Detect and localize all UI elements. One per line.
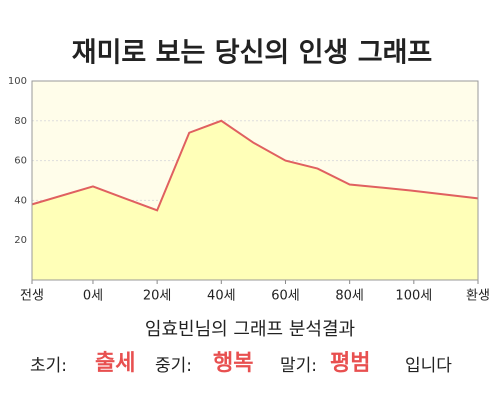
result-value: 평범 — [330, 351, 370, 376]
result-label: 말기: — [280, 356, 317, 376]
x-tick-label: 0세 — [83, 289, 103, 304]
x-tick-label: 80세 — [335, 289, 364, 304]
x-tick-label: 40세 — [207, 289, 236, 304]
x-tick-label: 전생 — [20, 289, 44, 304]
y-tick-label: 20 — [14, 235, 27, 246]
y-tick-label: 40 — [14, 195, 27, 206]
area — [32, 120, 478, 280]
y-tick-label: 100 — [8, 76, 27, 87]
result-label: 중기: — [155, 356, 192, 376]
result-ending: 입니다 — [405, 356, 452, 376]
x-tick-label: 100세 — [395, 289, 432, 304]
result-label: 초기: — [30, 356, 67, 376]
line — [31, 119, 479, 212]
plot-frame — [31, 80, 479, 281]
x-tick-label: 60세 — [271, 289, 300, 304]
x-tick-label: 환생 — [466, 289, 490, 304]
y-tick-label: 60 — [14, 156, 27, 167]
y-tick-label: 80 — [14, 116, 27, 127]
result-value: 출세 — [95, 351, 135, 376]
chart-title: 재미로 보는 당신의 인생 그래프 — [72, 38, 433, 69]
result-heading: 임효빈님의 그래프 분석결과 — [145, 319, 355, 340]
x-tick-label: 20세 — [143, 289, 172, 304]
result-value: 행복 — [213, 351, 253, 376]
